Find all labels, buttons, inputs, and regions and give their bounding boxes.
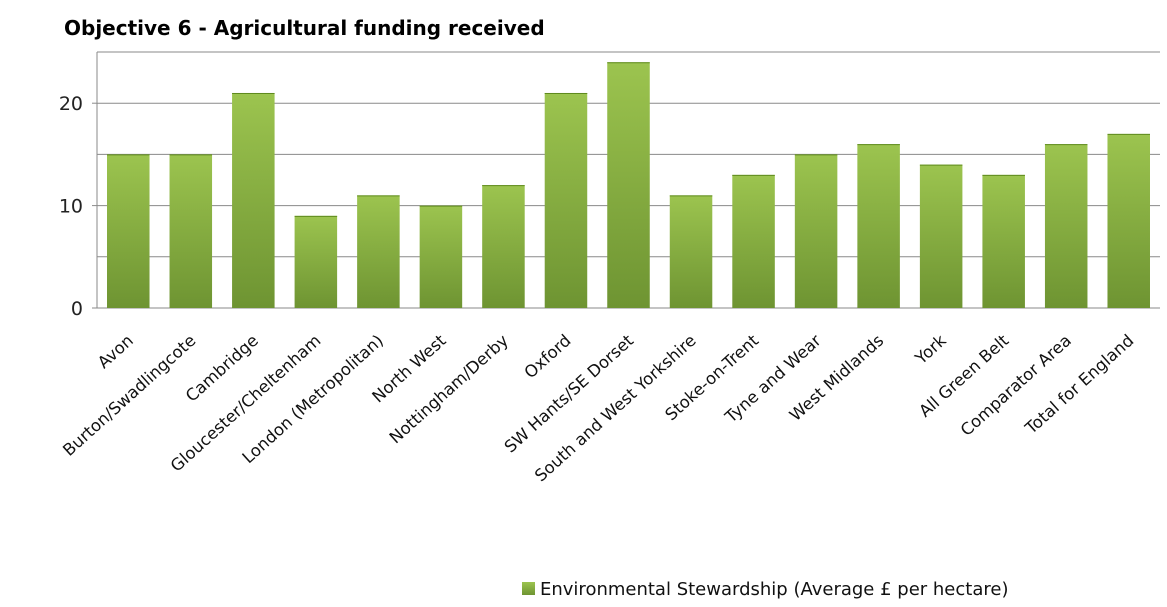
legend-label: Environmental Stewardship (Average £ per… bbox=[540, 579, 1008, 600]
y-axis-ticks: 0 10 20 bbox=[59, 93, 97, 320]
bar bbox=[732, 174, 775, 308]
bar bbox=[669, 195, 713, 308]
bar bbox=[919, 164, 963, 308]
x-tick-label: Oxford bbox=[521, 331, 575, 382]
bar bbox=[794, 154, 838, 308]
chart-title: Objective 6 - Agricultural funding recei… bbox=[64, 16, 545, 40]
bar bbox=[1044, 144, 1088, 308]
x-tick-label: Comparator Area bbox=[957, 331, 1075, 440]
x-tick-label: York bbox=[911, 331, 950, 369]
bar bbox=[857, 144, 900, 308]
bar bbox=[482, 185, 525, 308]
legend: Environmental Stewardship (Average £ per… bbox=[522, 579, 1008, 600]
y-tick-label: 0 bbox=[71, 298, 83, 320]
x-axis-labels: AvonBurton/SwadlingcoteCambridgeGloucest… bbox=[59, 330, 1137, 485]
x-tick-label: Avon bbox=[94, 331, 137, 372]
bar bbox=[1107, 133, 1150, 308]
x-tick-label: Total for England bbox=[1021, 331, 1138, 439]
legend-swatch bbox=[522, 582, 535, 595]
bar bbox=[107, 154, 150, 308]
bar bbox=[294, 215, 338, 308]
bar bbox=[169, 154, 213, 308]
bar bbox=[232, 92, 275, 309]
x-tick-label: Nottingham/Derby bbox=[386, 331, 513, 448]
y-tick-label: 10 bbox=[59, 196, 83, 218]
bar bbox=[982, 174, 1025, 308]
bar bbox=[419, 205, 463, 308]
bar bbox=[357, 195, 400, 308]
bars bbox=[107, 62, 1150, 309]
bar bbox=[544, 92, 588, 309]
bar bbox=[607, 62, 650, 308]
y-tick-label: 20 bbox=[59, 93, 83, 115]
